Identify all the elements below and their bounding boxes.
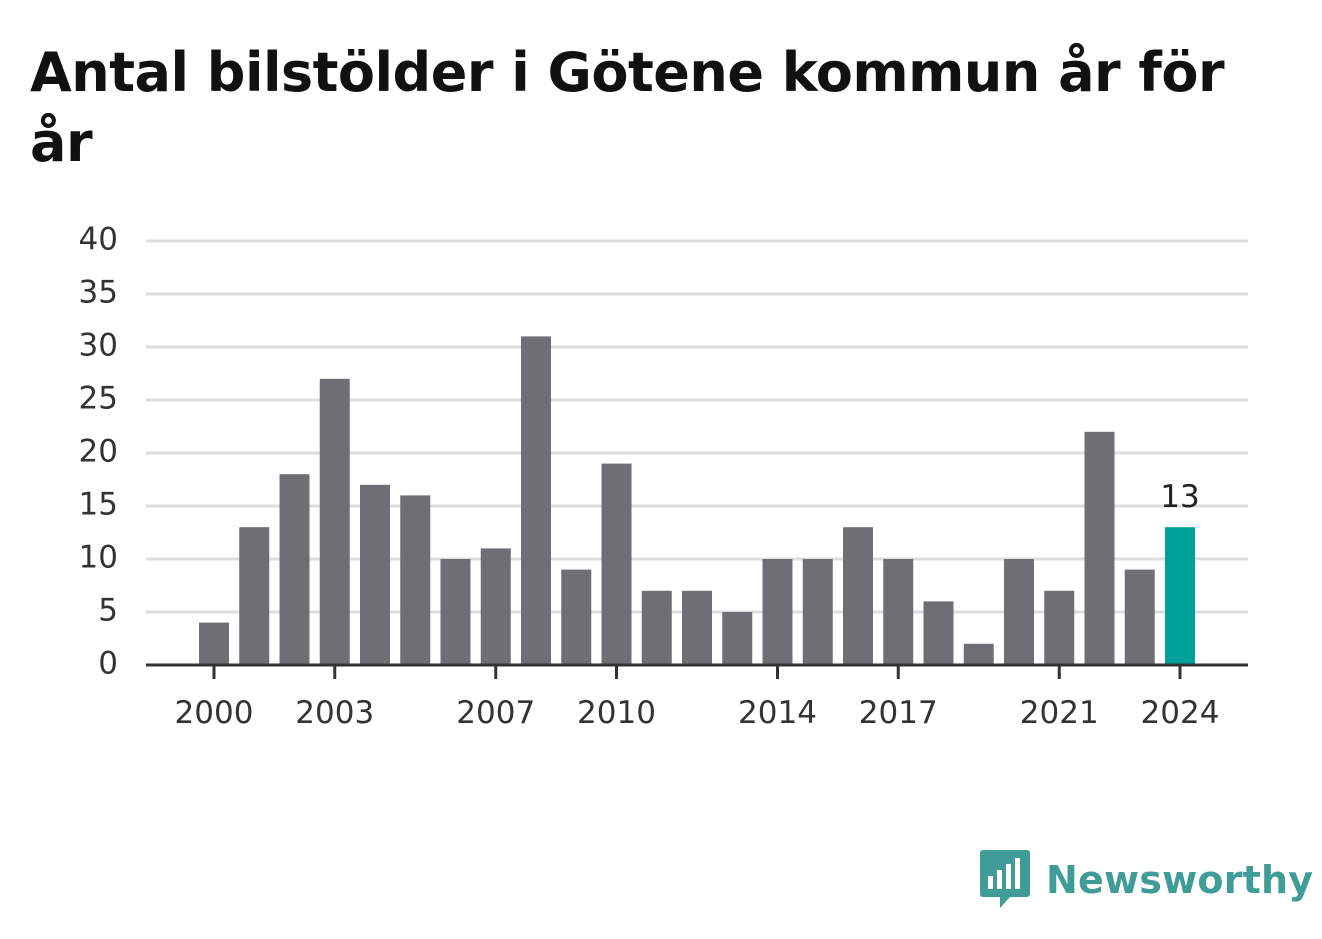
y-tick-label: 40 [79,222,118,258]
chart-title: Antal bilstölder i Götene kommun år för … [30,41,1225,174]
bar-2004 [360,484,390,665]
y-tick-label: 10 [79,540,118,576]
x-tick-label: 2003 [295,695,374,731]
bar-2022 [1084,431,1115,665]
bar-2003 [319,378,350,665]
y-tick-label: 25 [79,381,118,417]
bar-2014 [762,559,793,665]
bar-2000 [199,622,229,665]
bar-2021 [1044,590,1075,665]
bar-2012 [682,590,712,665]
bar-2019 [963,643,994,665]
y-tick-label: 15 [79,487,118,523]
newsworthy-logo-icon [980,850,1030,908]
tick-labels: 0 5 10 15 20 25 30 35 40 13 2000 2003 2007 2010 2014 20… [79,222,1220,732]
y-tick-label: 20 [79,434,118,470]
bars [199,336,1195,665]
brand-logo: Newsworthy [980,848,1313,912]
data-label-2024: 13 [1160,479,1199,515]
bar-2007 [480,548,511,665]
y-tick-label: 35 [79,275,118,311]
grid-lines [146,239,1248,614]
bar-2023 [1124,569,1155,665]
bar-2020 [1004,559,1034,665]
x-tick-label: 2010 [577,695,656,731]
bar-2009 [561,569,592,665]
bar-2011 [641,590,672,665]
bar-2005 [400,495,431,665]
x-tick-label: 2017 [859,695,938,731]
bar-2018 [923,601,954,665]
bar-2024 [1165,527,1195,665]
bar-2017 [883,559,914,665]
x-tick-label: 2014 [738,695,817,731]
bar-2013 [722,612,753,665]
y-tick-label: 30 [79,328,118,364]
bar-2008 [521,336,551,665]
bar-2006 [440,559,471,665]
y-tick-label: 0 [98,646,118,682]
bar-2002 [279,474,310,665]
x-axis [146,663,1248,679]
brand-name: Newsworthy [1046,858,1314,902]
x-tick-label: 2000 [175,695,254,731]
bar-2010 [601,463,632,665]
bar-2016 [843,527,873,665]
x-tick-label: 2021 [1020,695,1099,731]
x-tick-label: 2024 [1141,695,1220,731]
bar-2015 [802,559,833,665]
y-tick-label: 5 [98,593,118,629]
x-tick-label: 2007 [456,695,535,731]
bar-2001 [239,527,270,665]
